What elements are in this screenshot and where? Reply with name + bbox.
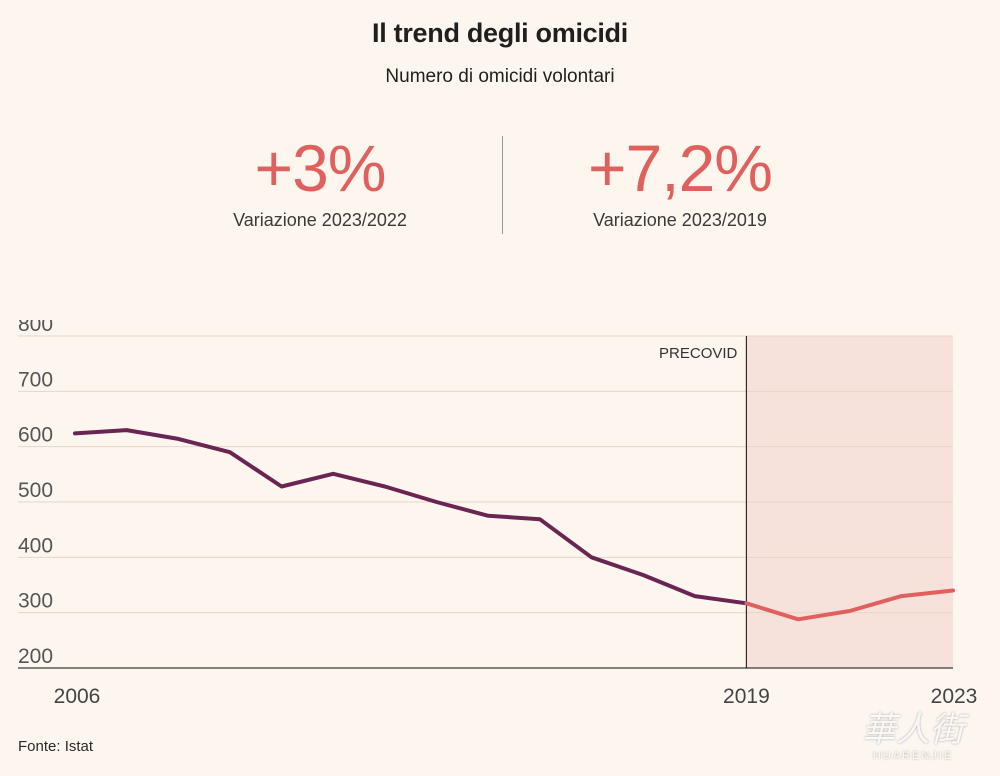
kpi-value: +7,2% <box>588 131 773 205</box>
y-tick-label-300: 300 <box>18 590 53 613</box>
chart-title: Il trend degli omicidi <box>372 18 628 48</box>
precovid-annotation-label: PRECOVID <box>659 345 738 362</box>
chart-subtitle: Numero di omicidi volontari <box>385 66 615 87</box>
y-tick-label-200: 200 <box>18 645 53 668</box>
series-line-pre-covid <box>73 428 749 606</box>
kpi-divider <box>502 136 503 234</box>
source-note: Fonte: Istat <box>18 738 94 755</box>
series-line-post-covid <box>744 588 955 622</box>
kpi-2023-2022: +3% Variazione 2023/2022 <box>170 130 470 231</box>
x-tick-label-2023: 2023 <box>931 685 978 708</box>
watermark-sub: HUARENJIE <box>872 750 954 762</box>
watermark-main: 華人街 <box>862 710 964 750</box>
y-tick-label-800: 800 <box>18 320 53 336</box>
y-tick-label-500: 500 <box>18 479 53 502</box>
kpi-label: Variazione 2023/2019 <box>593 210 767 230</box>
watermark-logo: 華人街 HUARENJIE <box>848 710 978 770</box>
y-tick-label-700: 700 <box>18 368 53 391</box>
y-tick-label-400: 400 <box>18 534 53 557</box>
line-chart: 200 300 400 500 600 700 800 PRECOVID 2006 2019 202… <box>18 320 978 708</box>
kpi-value: +3% <box>254 131 387 205</box>
x-tick-label-2006: 2006 <box>54 685 101 708</box>
y-tick-label-600: 600 <box>18 424 53 447</box>
kpi-label: Variazione 2023/2022 <box>233 210 407 230</box>
kpi-2023-2019: +7,2% Variazione 2023/2019 <box>530 130 830 231</box>
x-tick-label-2019: 2019 <box>723 685 770 708</box>
